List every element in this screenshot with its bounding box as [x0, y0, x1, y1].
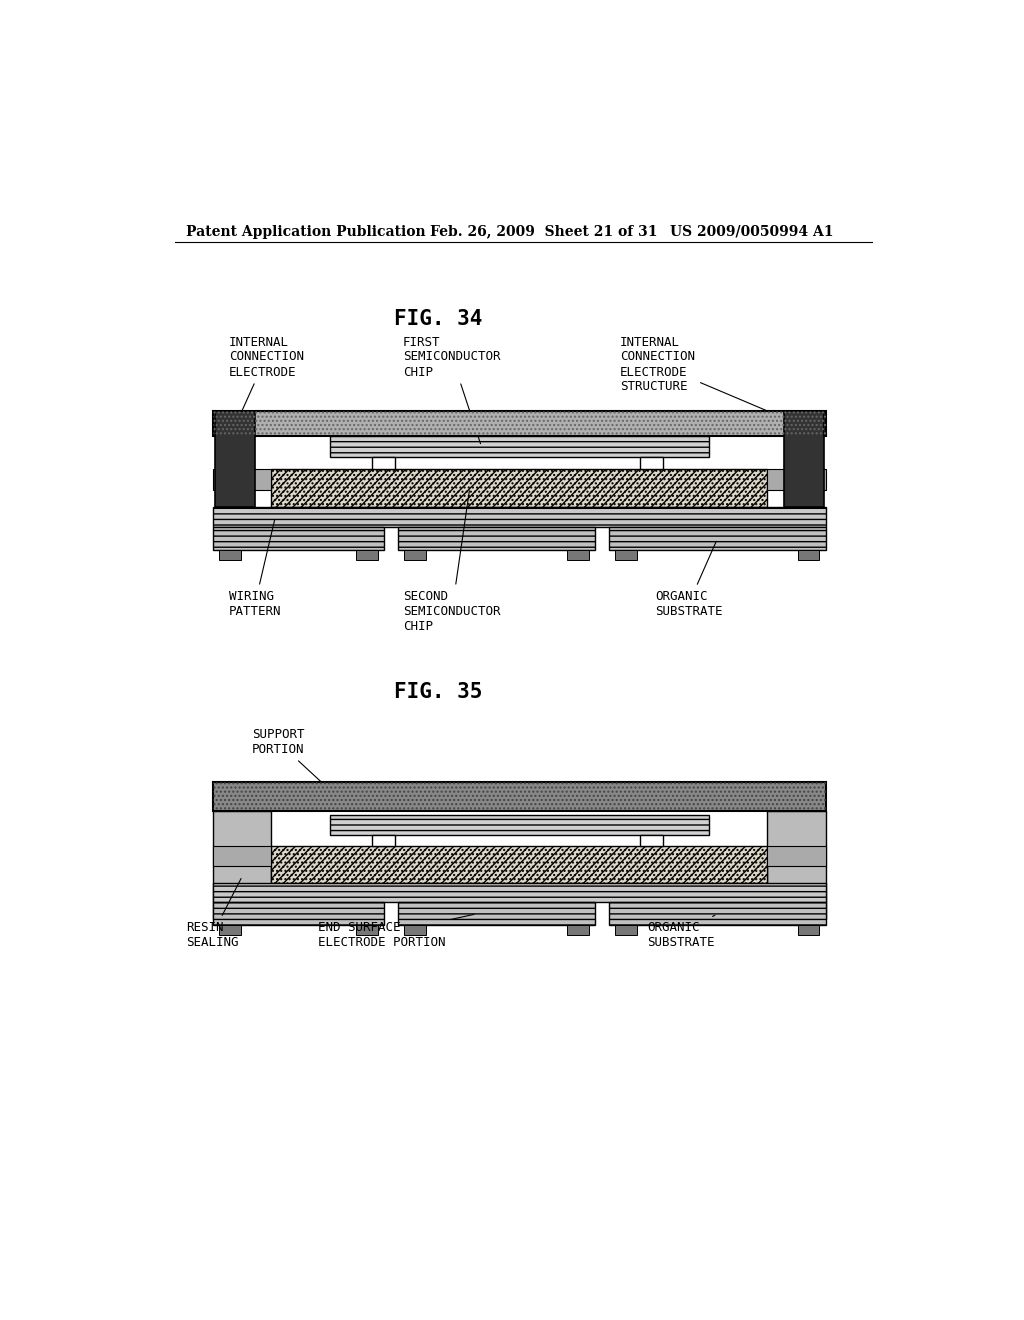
Text: SUPPORT
PORTION: SUPPORT PORTION [252, 729, 335, 795]
Bar [213, 411, 825, 436]
Text: Feb. 26, 2009  Sheet 21 of 31: Feb. 26, 2009 Sheet 21 of 31 [430, 224, 657, 239]
Bar [219, 925, 241, 936]
Bar [798, 550, 819, 560]
Bar [615, 925, 637, 936]
Bar [640, 836, 663, 846]
Bar [372, 457, 395, 469]
Text: Patent Application Publication: Patent Application Publication [186, 224, 426, 239]
Bar [609, 903, 825, 925]
Bar [356, 925, 378, 936]
Bar [271, 469, 767, 507]
Text: INTERNAL
CONNECTION
ELECTRODE: INTERNAL CONNECTION ELECTRODE [228, 335, 304, 424]
Bar [271, 469, 767, 507]
Bar [271, 846, 767, 883]
Bar [356, 550, 378, 560]
Bar [403, 550, 426, 560]
Bar [640, 457, 663, 469]
Bar [767, 846, 825, 866]
Bar [215, 411, 255, 507]
Bar [783, 411, 824, 507]
Bar [397, 527, 595, 550]
Bar [615, 550, 637, 560]
Bar [213, 527, 384, 550]
Text: END SURFACE
ELECTRODE PORTION: END SURFACE ELECTRODE PORTION [317, 915, 474, 949]
Text: FIRST
SEMICONDUCTOR
CHIP: FIRST SEMICONDUCTOR CHIP [403, 335, 501, 444]
Text: RESIN
SEALING: RESIN SEALING [186, 879, 241, 949]
Text: ORGANIC
SUBSTRATE: ORGANIC SUBSTRATE [647, 915, 715, 949]
Bar [213, 781, 825, 812]
Text: FIG. 35: FIG. 35 [394, 682, 482, 702]
Bar [219, 550, 241, 560]
Text: SECOND
SEMICONDUCTOR
CHIP: SECOND SEMICONDUCTOR CHIP [403, 491, 501, 632]
Bar [213, 507, 825, 527]
Bar [609, 527, 825, 550]
Bar [213, 846, 271, 866]
Text: WIRING
PATTERN: WIRING PATTERN [228, 520, 282, 618]
Bar [213, 883, 825, 903]
Bar [213, 469, 271, 490]
Bar [567, 925, 589, 936]
Text: FIG. 34: FIG. 34 [394, 309, 482, 329]
Bar [213, 812, 271, 919]
Bar [372, 836, 395, 846]
Bar [798, 925, 819, 936]
Bar [213, 903, 384, 925]
Text: ORGANIC
SUBSTRATE: ORGANIC SUBSTRATE [655, 541, 723, 618]
Bar [567, 550, 589, 560]
Bar [330, 436, 710, 457]
Bar [397, 903, 595, 925]
Bar [213, 411, 825, 436]
Bar [403, 925, 426, 936]
Bar [767, 812, 825, 919]
Bar [767, 469, 825, 490]
Text: INTERNAL
CONNECTION
ELECTRODE
STRUCTURE: INTERNAL CONNECTION ELECTRODE STRUCTURE [621, 335, 801, 425]
Bar [330, 816, 710, 836]
Bar [271, 846, 767, 883]
Text: US 2009/0050994 A1: US 2009/0050994 A1 [671, 224, 834, 239]
Bar [213, 781, 825, 812]
